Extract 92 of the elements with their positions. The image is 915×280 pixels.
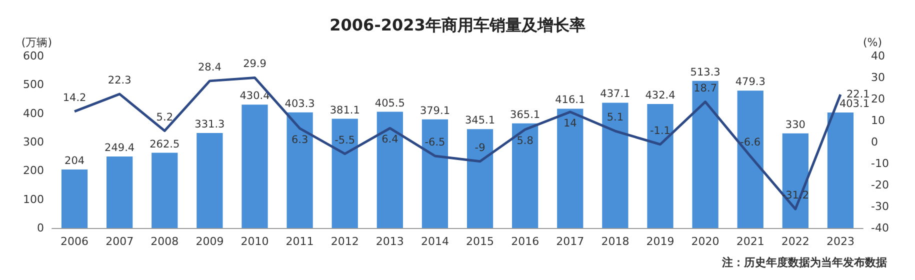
x-tick-label: 2007 — [106, 235, 134, 248]
y2-tick-label: -30 — [871, 200, 889, 213]
y2-tick-label: 0 — [871, 136, 878, 148]
bar — [692, 80, 718, 228]
data-label: -9 — [474, 142, 486, 154]
data-label: 22.1 — [846, 88, 870, 100]
x-tick-label: 2012 — [330, 235, 359, 248]
data-label: 262.5 — [150, 138, 180, 150]
data-label: 6.3 — [291, 134, 308, 146]
x-tick-label: 2006 — [60, 235, 89, 248]
y-tick-label: 300 — [23, 136, 44, 148]
x-tick-label: 2015 — [466, 235, 494, 248]
data-label: 14 — [563, 117, 578, 130]
y2-tick-label: -40 — [871, 222, 889, 234]
data-label: 403.3 — [284, 98, 315, 110]
x-tick-label: 2021 — [736, 235, 764, 248]
data-label: 416.1 — [555, 94, 586, 106]
x-tick-label: 2017 — [556, 235, 584, 248]
data-label: -6.6 — [740, 136, 761, 149]
x-tick-label: 2013 — [376, 235, 404, 248]
bar — [242, 104, 268, 228]
chart-title: 2006-2023年商用车销量及增长率 — [330, 16, 586, 34]
data-label: 249.4 — [104, 142, 135, 154]
data-label: 513.3 — [690, 66, 720, 78]
bar — [422, 119, 448, 228]
bar — [106, 156, 133, 228]
x-tick-label: 2011 — [286, 235, 314, 248]
data-label: 204 — [64, 155, 85, 168]
data-label: 5.2 — [156, 111, 173, 124]
y-axis-title: (万辆) — [21, 36, 52, 49]
bar — [782, 133, 808, 228]
y2-tick-label: 30 — [871, 71, 885, 84]
x-tick-label: 2016 — [511, 235, 540, 248]
data-label: 365.1 — [510, 108, 540, 121]
y2-tick-label: 20 — [871, 92, 885, 106]
data-label: 479.3 — [735, 76, 766, 88]
bar — [286, 112, 313, 228]
data-label: 381.1 — [330, 104, 360, 116]
data-label: 28.4 — [198, 61, 222, 74]
y-tick-label: 200 — [23, 164, 44, 178]
data-label: 405.5 — [374, 97, 405, 110]
y-tick-label: 400 — [23, 106, 44, 120]
y-tick-label: 100 — [23, 192, 44, 206]
y2-tick-label: -10 — [871, 157, 889, 170]
bar — [376, 112, 403, 228]
data-label: 6.4 — [382, 134, 399, 146]
text: 注：历史年度数据为当年发布数据 — [721, 256, 887, 269]
data-label: 14.2 — [62, 92, 86, 104]
data-label: -1.1 — [650, 124, 670, 137]
bar — [827, 112, 854, 228]
bar — [647, 104, 674, 228]
y-tick-label: 500 — [23, 78, 44, 92]
bar — [737, 90, 764, 228]
data-label: 5.1 — [606, 112, 624, 124]
x-tick-label: 2018 — [601, 235, 630, 248]
bar — [332, 118, 358, 228]
data-label: 403.1 — [839, 98, 870, 110]
data-label: 22.3 — [108, 74, 132, 87]
data-label: 330 — [785, 118, 806, 131]
data-label: 29.9 — [243, 58, 266, 70]
data-label: 5.8 — [516, 135, 534, 148]
y-tick-label: 0 — [37, 222, 44, 234]
bar — [152, 152, 178, 228]
data-label: 432.4 — [645, 90, 676, 102]
y2-axis-title: (%) — [863, 36, 882, 49]
data-label: 379.1 — [420, 104, 450, 117]
bar — [512, 123, 538, 228]
y-tick-label: 600 — [23, 50, 44, 62]
x-tick-label: 2014 — [420, 235, 449, 248]
data-label: 345.1 — [464, 114, 496, 127]
bar — [61, 170, 88, 228]
data-label: 331.3 — [194, 118, 225, 131]
bar — [602, 102, 628, 228]
data-label: -31.2 — [782, 190, 810, 202]
data-label: 437.1 — [600, 88, 630, 100]
data-label: 430.4 — [240, 90, 270, 102]
y2-tick-label: 10 — [871, 114, 885, 127]
y2-tick-label: -20 — [871, 178, 889, 192]
data-label: 18.7 — [694, 82, 717, 94]
x-tick-label: 2009 — [196, 235, 224, 248]
bar — [196, 133, 223, 228]
x-tick-label: 2019 — [646, 235, 674, 248]
data-label: -5.5 — [334, 134, 356, 146]
bar — [466, 129, 494, 228]
y2-tick-label: 40 — [871, 50, 885, 62]
bar — [557, 108, 584, 228]
data-label: -6.5 — [424, 136, 446, 148]
x-tick-label: 2022 — [781, 235, 810, 248]
x-tick-label: 2023 — [826, 235, 854, 248]
x-tick-label: 2010 — [240, 235, 269, 248]
x-tick-label: 2008 — [150, 235, 179, 248]
x-tick-label: 2020 — [691, 235, 720, 248]
